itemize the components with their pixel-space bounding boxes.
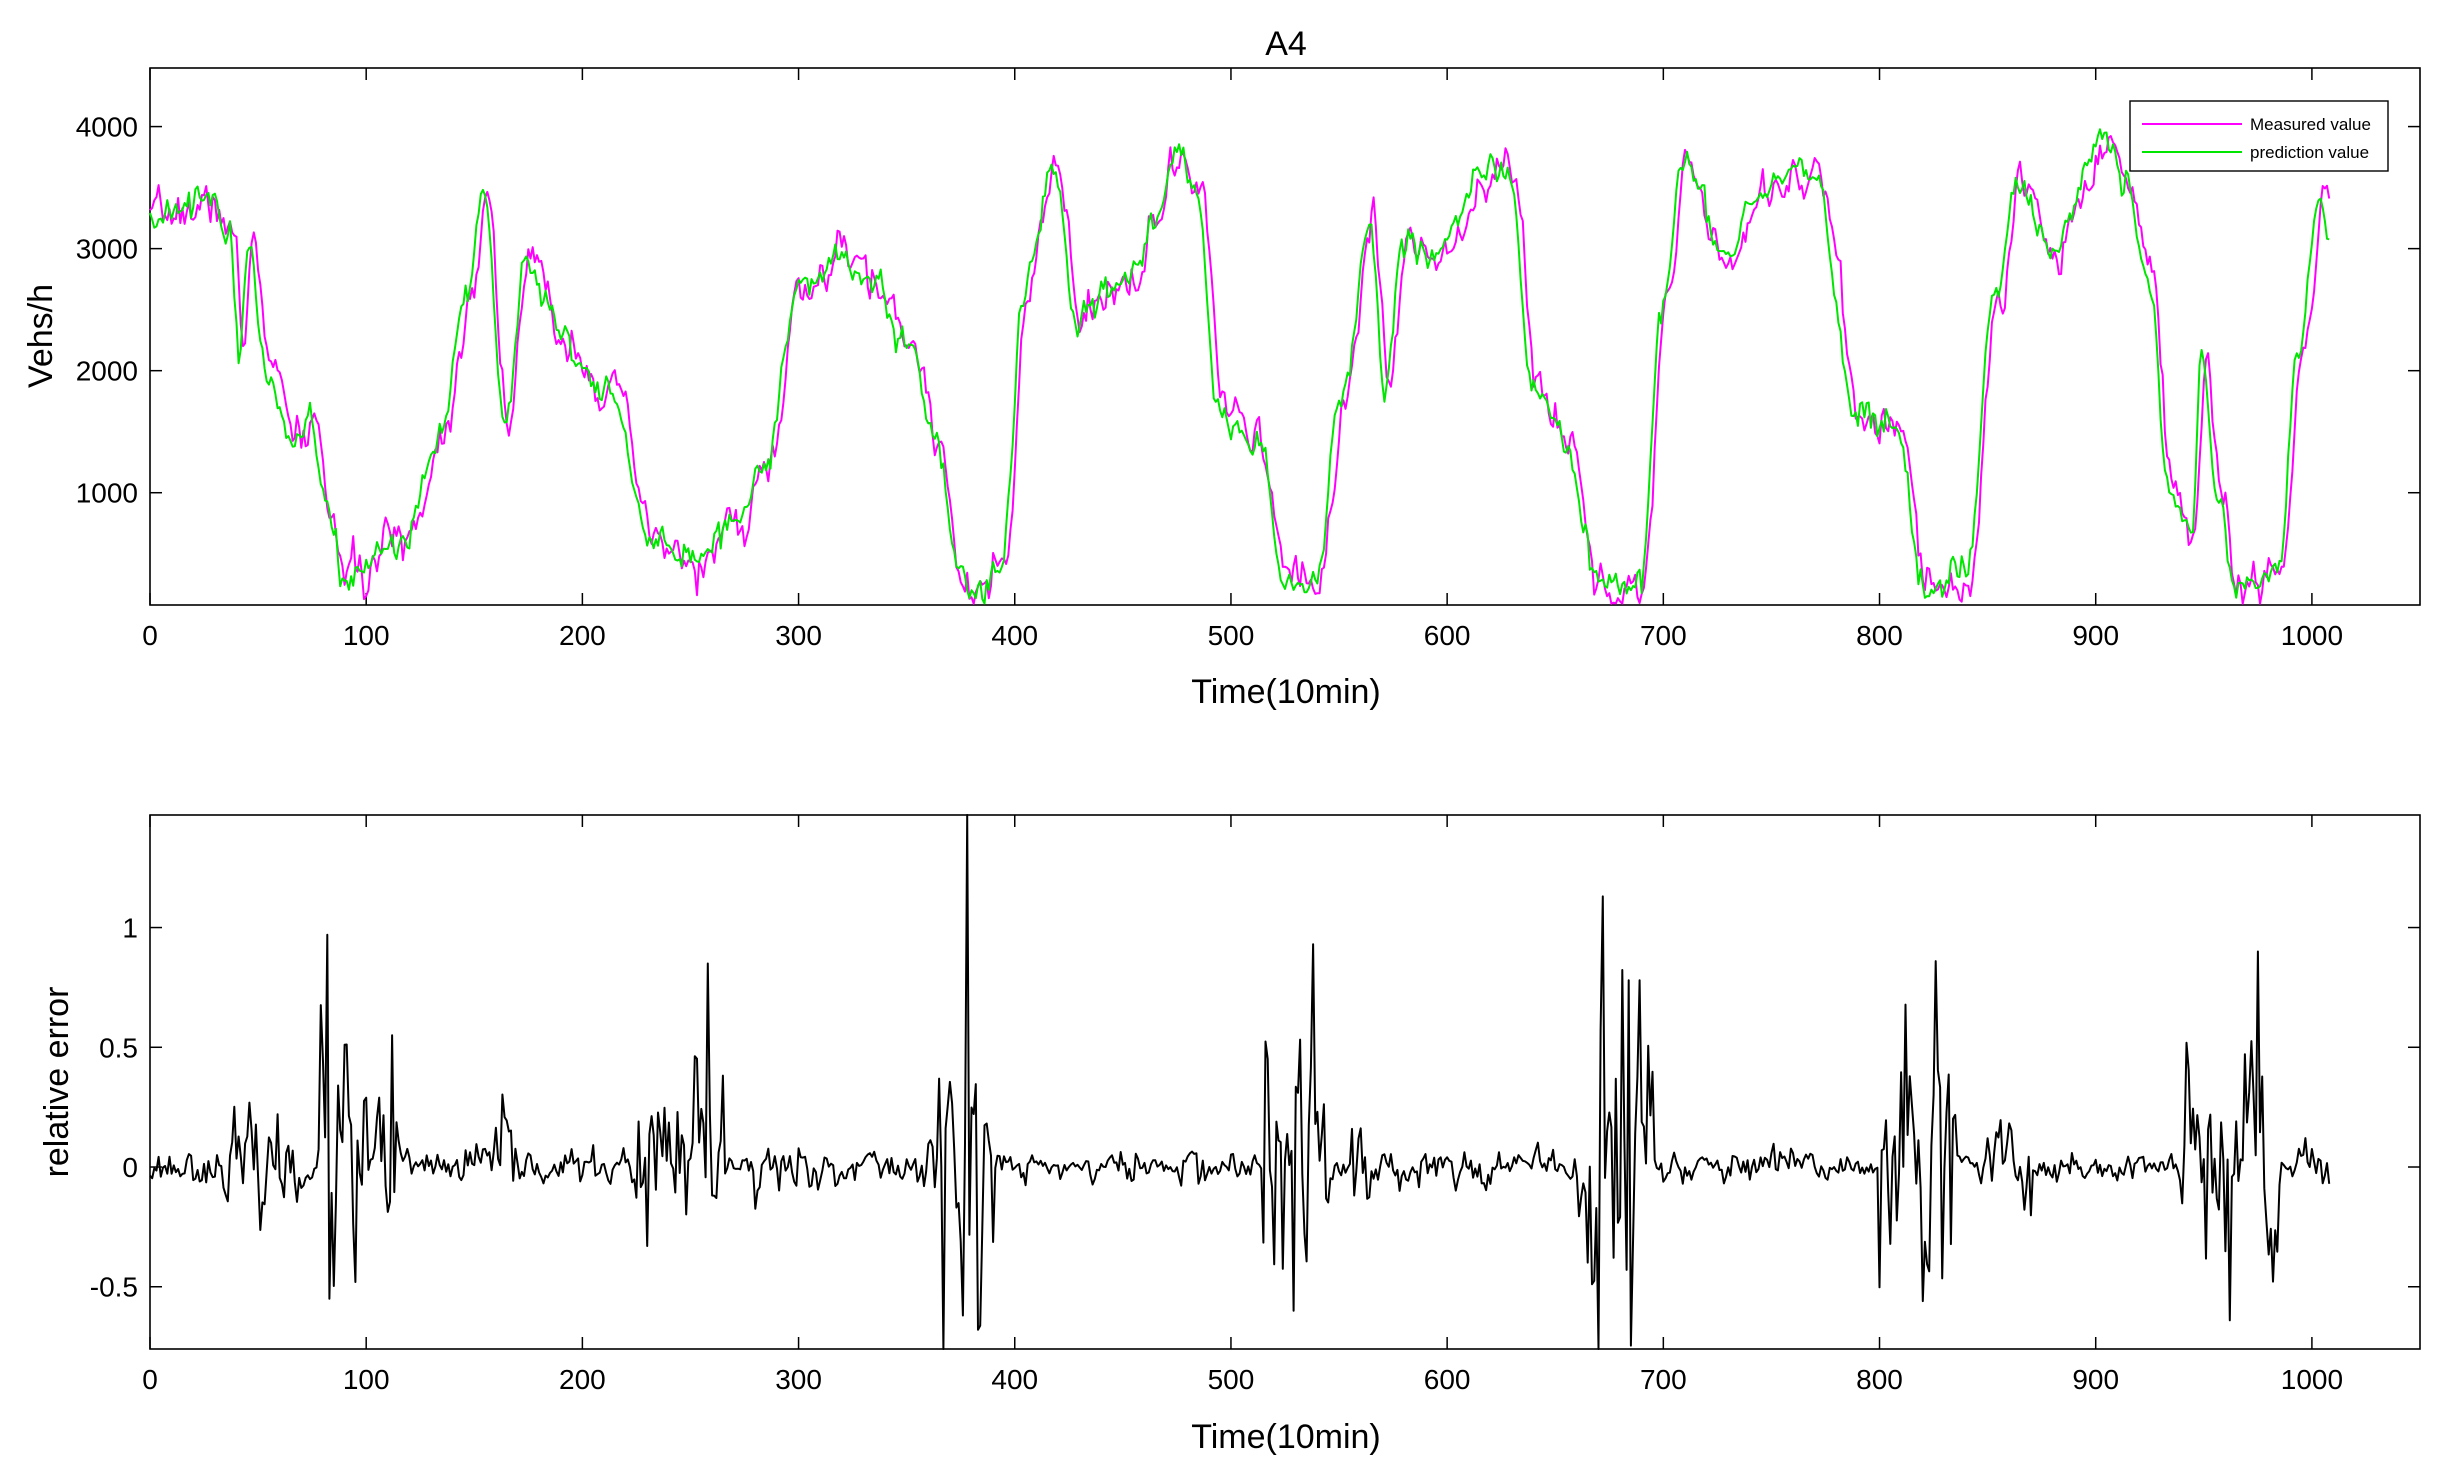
x-tick-label: 700: [1640, 1364, 1687, 1395]
series-line-relative-error: [149, 814, 2331, 1350]
legend-label-measured: Measured value: [2250, 115, 2371, 134]
x-tick-label: 500: [1208, 620, 1255, 651]
x-tick-label: 200: [559, 620, 606, 651]
error-plot-xlabel: Time(10min): [1191, 1418, 1381, 1456]
x-tick-label: 800: [1856, 1364, 1903, 1395]
traffic-plot-frame: [149, 67, 2421, 606]
x-tick-label: 900: [2072, 1364, 2119, 1395]
legend-label-prediction: prediction value: [2250, 143, 2369, 162]
y-tick-label: 0: [122, 1152, 138, 1183]
x-tick-label: 0: [142, 620, 158, 651]
x-tick-label: 1000: [2281, 1364, 2343, 1395]
x-tick-label: 100: [343, 620, 390, 651]
series-line-measured: [149, 135, 2331, 605]
x-tick-label: 400: [991, 1364, 1038, 1395]
x-tick-label: 600: [1424, 620, 1471, 651]
y-tick-label: 1: [122, 913, 138, 944]
y-tick-label: 2000: [76, 356, 138, 387]
x-tick-label: 500: [1208, 1364, 1255, 1395]
y-tick-label: 3000: [76, 234, 138, 265]
traffic-plot: 0 100 200 300 400 500 600 700 800 900 1000 1000 2000…: [22, 67, 2421, 711]
x-tick-label: 700: [1640, 620, 1687, 651]
x-tick-label: 800: [1856, 620, 1903, 651]
y-tick-label: 4000: [76, 112, 138, 143]
x-tick-label: 0: [142, 1364, 158, 1395]
y-tick-label: -0.5: [90, 1272, 138, 1303]
x-tick-label: 1000: [2281, 620, 2343, 651]
x-tick-label: 100: [343, 1364, 390, 1395]
chart-title: A4: [1265, 25, 1307, 63]
x-tick-label: 200: [559, 1364, 606, 1395]
x-tick-label: 900: [2072, 620, 2119, 651]
legend-box: [2129, 100, 2389, 172]
error-plot-series: [149, 814, 2331, 1350]
x-tick-label: 300: [775, 1364, 822, 1395]
series-line-prediction: [149, 128, 2330, 605]
traffic-plot-xlabel: Time(10min): [1191, 673, 1381, 711]
error-plot: 0 100 200 300 400 500 600 700 800 900 1000 -0.5 0 0.5…: [38, 814, 2421, 1456]
legend: Measured value prediction value: [2129, 100, 2389, 172]
traffic-plot-series: [149, 128, 2331, 605]
x-tick-label: 600: [1424, 1364, 1471, 1395]
y-tick-label: 1000: [76, 478, 138, 509]
traffic-plot-ylabel: Vehs/h: [22, 284, 60, 388]
error-plot-ylabel: relative error: [38, 987, 76, 1178]
y-tick-label: 0.5: [99, 1032, 138, 1063]
error-plot-ticks: 0 100 200 300 400 500 600 700 800 900 1000 -0.5 0 0.5…: [90, 815, 2420, 1395]
traffic-plot-ticks: 0 100 200 300 400 500 600 700 800 900 1000 1000 2000…: [76, 68, 2420, 651]
x-tick-label: 400: [991, 620, 1038, 651]
error-plot-frame: [149, 814, 2421, 1350]
x-tick-label: 300: [775, 620, 822, 651]
